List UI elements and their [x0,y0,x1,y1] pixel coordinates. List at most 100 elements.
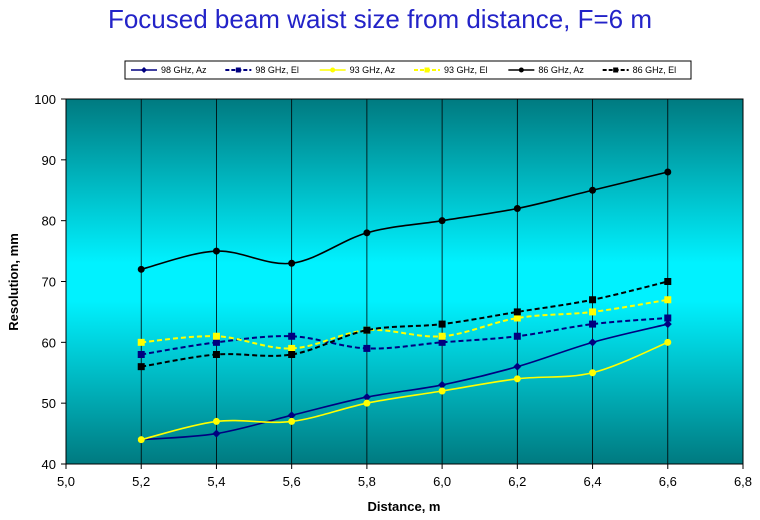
series-line [141,298,668,350]
data-point [212,338,220,346]
legend-label: 98 GHz, El [255,65,299,75]
data-point [664,314,672,322]
x-tick-label: 5,0 [57,474,75,489]
y-tick-label: 100 [34,92,56,107]
data-point [137,265,145,273]
x-tick-label: 5,6 [283,474,301,489]
data-point [664,168,672,176]
data-point [589,369,597,377]
series-group [137,168,672,444]
chart-title: Focused beam waist size from distance, F… [107,4,653,34]
x-tick-label: 5,8 [358,474,376,489]
x-tick-label: 6,0 [433,474,451,489]
data-point [589,296,597,304]
y-tick-label: 70 [42,275,56,290]
plot-area [65,98,744,465]
legend-label: 86 GHz, El [633,65,677,75]
series-98-ghz-el [137,314,672,358]
data-point [288,417,296,425]
legend-marker [235,67,241,73]
data-point [664,278,672,285]
x-tick-label: 6,8 [734,474,752,489]
legend-marker [518,67,524,73]
data-point [664,296,672,304]
data-point [438,217,446,225]
legend-item-93-ghz-el: 93 GHz, El [414,65,488,75]
series-93-ghz-az [137,338,672,444]
series-98-ghz-az [137,320,672,444]
data-point [363,326,371,334]
y-tick-label: 50 [42,396,56,411]
data-point [438,387,446,395]
data-point [137,351,145,358]
data-point [664,338,672,346]
data-point [438,320,446,328]
data-point [212,247,220,255]
data-point [288,351,296,358]
series-86-ghz-el [137,278,672,371]
legend-item-86-ghz-el: 86 GHz, El [602,65,677,75]
data-point [589,308,597,316]
data-point [212,332,220,340]
grid-lines [140,99,669,464]
y-tick-label: 80 [42,214,56,229]
data-point [212,417,220,425]
series-86-ghz-az [137,168,672,273]
data-point [513,332,521,340]
legend-label: 98 GHz, Az [161,65,207,75]
data-point [137,436,145,444]
data-point [288,332,296,340]
data-point [589,320,597,328]
legend-marker [141,67,147,73]
legend-item-86-ghz-az: 86 GHz, Az [508,65,584,75]
data-point [137,338,145,346]
x-tick-label: 6,6 [659,474,677,489]
data-point [212,429,221,438]
tick-labels: 5,0 5,2 5,4 5,6 5,8 6,0 6,2 6,4 6,6 6,8 40 50 60 70 80… [34,92,752,489]
data-point [589,186,597,194]
data-point [513,314,521,322]
legend-marker [613,67,619,73]
y-axis-label: Resolution, mm [6,233,21,331]
series-line [141,280,669,368]
data-point [438,380,447,389]
x-tick-label: 5,4 [207,474,225,489]
data-point [513,205,521,212]
data-point [438,338,446,346]
data-point [363,344,371,352]
axes [61,98,744,469]
y-tick-label: 60 [42,335,56,350]
legend-box [124,60,692,80]
series-line [141,317,668,356]
legend-item-98-ghz-el: 98 GHz, El [225,65,299,75]
x-tick-label: 6,4 [584,474,602,489]
legend-label: 93 GHz, El [444,65,488,75]
series-line [141,323,668,441]
legend-item-98-ghz-az: 98 GHz, Az [131,65,207,75]
legend-label: 86 GHz, Az [538,65,584,75]
legend-marker [424,67,430,73]
data-point [513,308,521,316]
data-point [663,320,672,329]
data-point [438,332,446,340]
data-point [363,399,371,407]
data-point [287,411,296,420]
legend-marker [330,67,336,73]
data-point [588,338,597,347]
data-point [513,375,521,383]
data-point [513,362,522,371]
legend: 98 GHz, Az 98 GHz, El 93 GHz, Az 93 GHz, El… [124,60,692,80]
legend-label: 93 GHz, Az [350,65,396,75]
y-tick-label: 40 [42,457,56,472]
x-tick-label: 6,2 [508,474,526,489]
data-point [212,351,220,358]
data-point [288,259,296,267]
x-tick-label: 5,2 [132,474,150,489]
data-point [362,393,371,402]
data-point [137,363,145,371]
data-point [363,229,371,237]
x-axis-label: Distance, m [368,499,441,514]
legend-item-93-ghz-az: 93 GHz, Az [319,65,396,75]
y-tick-label: 90 [42,153,56,168]
